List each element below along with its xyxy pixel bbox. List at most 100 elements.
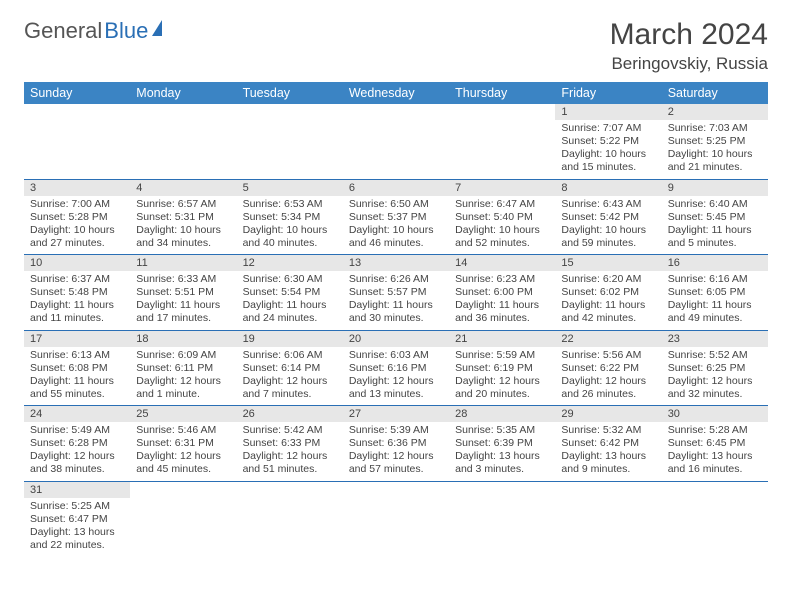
calendar-cell: [237, 481, 343, 556]
sunset-text: Sunset: 6:36 PM: [349, 437, 443, 450]
calendar-row: 3Sunrise: 7:00 AMSunset: 5:28 PMDaylight…: [24, 179, 768, 255]
location-label: Beringovskiy, Russia: [610, 54, 768, 74]
day-data: Sunrise: 5:56 AMSunset: 6:22 PMDaylight:…: [555, 347, 661, 406]
daylight-text: Daylight: 11 hours and 11 minutes.: [30, 299, 124, 325]
sunset-text: Sunset: 5:34 PM: [243, 211, 337, 224]
calendar-cell: 25Sunrise: 5:46 AMSunset: 6:31 PMDayligh…: [130, 406, 236, 482]
sunset-text: Sunset: 6:02 PM: [561, 286, 655, 299]
sunset-text: Sunset: 6:05 PM: [668, 286, 762, 299]
calendar-cell: 8Sunrise: 6:43 AMSunset: 5:42 PMDaylight…: [555, 179, 661, 255]
sunset-text: Sunset: 5:31 PM: [136, 211, 230, 224]
day-number: 9: [662, 180, 768, 196]
calendar-cell: [343, 104, 449, 179]
calendar-cell: 10Sunrise: 6:37 AMSunset: 5:48 PMDayligh…: [24, 255, 130, 331]
sunrise-text: Sunrise: 6:50 AM: [349, 198, 443, 211]
calendar-cell: 20Sunrise: 6:03 AMSunset: 6:16 PMDayligh…: [343, 330, 449, 406]
day-number: 4: [130, 180, 236, 196]
day-data: Sunrise: 6:47 AMSunset: 5:40 PMDaylight:…: [449, 196, 555, 255]
daylight-text: Daylight: 11 hours and 30 minutes.: [349, 299, 443, 325]
calendar-row: 31Sunrise: 5:25 AMSunset: 6:47 PMDayligh…: [24, 481, 768, 556]
sunset-text: Sunset: 6:16 PM: [349, 362, 443, 375]
calendar-cell: 28Sunrise: 5:35 AMSunset: 6:39 PMDayligh…: [449, 406, 555, 482]
calendar-cell: 31Sunrise: 5:25 AMSunset: 6:47 PMDayligh…: [24, 481, 130, 556]
sunset-text: Sunset: 5:54 PM: [243, 286, 337, 299]
calendar-row: 1Sunrise: 7:07 AMSunset: 5:22 PMDaylight…: [24, 104, 768, 179]
calendar-cell: 4Sunrise: 6:57 AMSunset: 5:31 PMDaylight…: [130, 179, 236, 255]
daylight-text: Daylight: 13 hours and 9 minutes.: [561, 450, 655, 476]
calendar-cell: 3Sunrise: 7:00 AMSunset: 5:28 PMDaylight…: [24, 179, 130, 255]
logo: General Blue: [24, 18, 162, 44]
sunrise-text: Sunrise: 6:03 AM: [349, 349, 443, 362]
day-data: Sunrise: 6:50 AMSunset: 5:37 PMDaylight:…: [343, 196, 449, 255]
daylight-text: Daylight: 10 hours and 21 minutes.: [668, 148, 762, 174]
day-data: Sunrise: 5:28 AMSunset: 6:45 PMDaylight:…: [662, 422, 768, 481]
calendar-cell: [237, 104, 343, 179]
sunset-text: Sunset: 6:31 PM: [136, 437, 230, 450]
sunrise-text: Sunrise: 7:07 AM: [561, 122, 655, 135]
calendar-cell: [555, 481, 661, 556]
day-number: 16: [662, 255, 768, 271]
logo-text-general: General: [24, 18, 102, 44]
day-number: 11: [130, 255, 236, 271]
calendar-cell: [449, 481, 555, 556]
day-number: 31: [24, 482, 130, 498]
logo-sail-icon: [152, 20, 162, 36]
day-data: Sunrise: 6:43 AMSunset: 5:42 PMDaylight:…: [555, 196, 661, 255]
sunset-text: Sunset: 5:57 PM: [349, 286, 443, 299]
day-data: Sunrise: 6:40 AMSunset: 5:45 PMDaylight:…: [662, 196, 768, 255]
day-data: Sunrise: 5:25 AMSunset: 6:47 PMDaylight:…: [24, 498, 130, 557]
day-data: Sunrise: 6:53 AMSunset: 5:34 PMDaylight:…: [237, 196, 343, 255]
daylight-text: Daylight: 11 hours and 49 minutes.: [668, 299, 762, 325]
daylight-text: Daylight: 11 hours and 42 minutes.: [561, 299, 655, 325]
month-title: March 2024: [610, 18, 768, 52]
daylight-text: Daylight: 10 hours and 46 minutes.: [349, 224, 443, 250]
day-data: Sunrise: 6:09 AMSunset: 6:11 PMDaylight:…: [130, 347, 236, 406]
calendar-cell: [343, 481, 449, 556]
daylight-text: Daylight: 13 hours and 3 minutes.: [455, 450, 549, 476]
calendar-cell: 30Sunrise: 5:28 AMSunset: 6:45 PMDayligh…: [662, 406, 768, 482]
sunset-text: Sunset: 5:25 PM: [668, 135, 762, 148]
weekday-header: Thursday: [449, 82, 555, 104]
day-number: 29: [555, 406, 661, 422]
calendar-body: 1Sunrise: 7:07 AMSunset: 5:22 PMDaylight…: [24, 104, 768, 556]
sunrise-text: Sunrise: 6:33 AM: [136, 273, 230, 286]
weekday-header: Saturday: [662, 82, 768, 104]
daylight-text: Daylight: 10 hours and 34 minutes.: [136, 224, 230, 250]
day-number: 2: [662, 104, 768, 120]
daylight-text: Daylight: 10 hours and 59 minutes.: [561, 224, 655, 250]
sunrise-text: Sunrise: 6:47 AM: [455, 198, 549, 211]
sunrise-text: Sunrise: 6:37 AM: [30, 273, 124, 286]
daylight-text: Daylight: 12 hours and 1 minute.: [136, 375, 230, 401]
weekday-header-row: SundayMondayTuesdayWednesdayThursdayFrid…: [24, 82, 768, 104]
day-number: 21: [449, 331, 555, 347]
weekday-header: Friday: [555, 82, 661, 104]
sunrise-text: Sunrise: 6:09 AM: [136, 349, 230, 362]
logo-text-blue: Blue: [104, 18, 148, 44]
day-data: Sunrise: 7:03 AMSunset: 5:25 PMDaylight:…: [662, 120, 768, 179]
daylight-text: Daylight: 12 hours and 26 minutes.: [561, 375, 655, 401]
day-data: Sunrise: 6:13 AMSunset: 6:08 PMDaylight:…: [24, 347, 130, 406]
calendar-cell: 6Sunrise: 6:50 AMSunset: 5:37 PMDaylight…: [343, 179, 449, 255]
day-data: Sunrise: 5:52 AMSunset: 6:25 PMDaylight:…: [662, 347, 768, 406]
day-number: 17: [24, 331, 130, 347]
calendar-cell: 29Sunrise: 5:32 AMSunset: 6:42 PMDayligh…: [555, 406, 661, 482]
calendar-cell: 19Sunrise: 6:06 AMSunset: 6:14 PMDayligh…: [237, 330, 343, 406]
day-number: 5: [237, 180, 343, 196]
daylight-text: Daylight: 11 hours and 36 minutes.: [455, 299, 549, 325]
day-data: Sunrise: 7:07 AMSunset: 5:22 PMDaylight:…: [555, 120, 661, 179]
daylight-text: Daylight: 11 hours and 17 minutes.: [136, 299, 230, 325]
sunrise-text: Sunrise: 5:49 AM: [30, 424, 124, 437]
sunset-text: Sunset: 5:48 PM: [30, 286, 124, 299]
daylight-text: Daylight: 11 hours and 5 minutes.: [668, 224, 762, 250]
day-data: Sunrise: 6:20 AMSunset: 6:02 PMDaylight:…: [555, 271, 661, 330]
sunset-text: Sunset: 6:08 PM: [30, 362, 124, 375]
sunrise-text: Sunrise: 7:03 AM: [668, 122, 762, 135]
day-data: Sunrise: 6:30 AMSunset: 5:54 PMDaylight:…: [237, 271, 343, 330]
day-data: Sunrise: 6:23 AMSunset: 6:00 PMDaylight:…: [449, 271, 555, 330]
sunset-text: Sunset: 5:28 PM: [30, 211, 124, 224]
sunrise-text: Sunrise: 5:52 AM: [668, 349, 762, 362]
day-data: Sunrise: 5:32 AMSunset: 6:42 PMDaylight:…: [555, 422, 661, 481]
sunset-text: Sunset: 6:45 PM: [668, 437, 762, 450]
daylight-text: Daylight: 13 hours and 16 minutes.: [668, 450, 762, 476]
day-number: 15: [555, 255, 661, 271]
